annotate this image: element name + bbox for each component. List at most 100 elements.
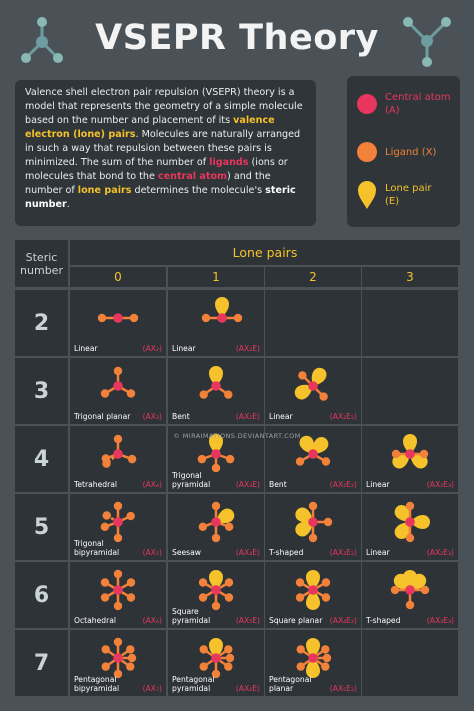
ligand-swatch xyxy=(357,142,377,162)
legend-item-lone-pair: Lone pair (E) xyxy=(357,180,440,210)
legend-panel: Central atom (A) Ligand (X) Lone pair (E… xyxy=(347,76,460,227)
steric-number-row-label: 2 xyxy=(15,290,68,356)
ligand-mark xyxy=(100,578,110,587)
ligand-mark xyxy=(390,585,400,595)
ligand-mark xyxy=(199,662,208,671)
geometry-cell-bent-1lp: Bent (AX₂E) xyxy=(168,358,264,424)
geometry-formula: (AX₃E₃) xyxy=(426,616,454,625)
central-atom-mark xyxy=(405,585,415,595)
geometry-name: Pentagonal planar xyxy=(269,675,312,693)
geometry-cell-bent-2lp: Bent (AX₂E₂) xyxy=(265,426,361,492)
lone-pair-mark xyxy=(215,297,229,317)
central-atom-mark xyxy=(113,313,123,323)
ligand-mark xyxy=(126,645,135,654)
geometry-formula: (AX₆E) xyxy=(235,684,260,693)
watermark: © MIRAIMATIONS.DEVIANTART.COM xyxy=(173,432,301,440)
geometry-name: Linear xyxy=(269,412,293,421)
geometry-name: Bent xyxy=(269,480,287,489)
geometry-formula: (AX₂E₃) xyxy=(426,548,454,557)
ligand-mark xyxy=(321,593,331,602)
trigonal-bipyramidal-icon xyxy=(100,501,135,543)
ligand-mark xyxy=(211,463,221,473)
trigonal-pyramidal-icon xyxy=(197,434,235,473)
intro-text-5: determines the molecule's xyxy=(131,185,266,196)
intro-highlight-ligands: ligands xyxy=(209,157,249,168)
ligand-mark xyxy=(391,449,401,459)
ligand-mark xyxy=(308,533,318,543)
lone-pair-mark xyxy=(306,658,320,678)
ligand-mark xyxy=(224,522,234,531)
square-planar-icon xyxy=(295,570,331,610)
geometry-cell-trigonal-bipyramidal: Trigonal bipyramidal (AX₅) xyxy=(70,494,166,560)
geometry-name: Square pyramidal xyxy=(172,607,211,625)
geometry-formula: (AX₃E₂) xyxy=(329,548,357,557)
ligand-mark xyxy=(113,434,123,444)
geometry-name: Trigonal bipyramidal xyxy=(74,539,120,557)
ligand-mark xyxy=(126,593,136,602)
geometry-name: T-shaped xyxy=(366,616,401,625)
central-atom-mark xyxy=(113,517,123,527)
geometry-formula: (AX₂) xyxy=(142,344,162,353)
ligand-mark xyxy=(113,501,123,511)
bent-1lp-icon xyxy=(199,366,233,399)
central-atom-swatch xyxy=(357,94,377,114)
ligand-mark xyxy=(100,389,110,398)
ligand-mark xyxy=(295,578,305,587)
central-atom-mark xyxy=(211,585,221,595)
lone-pair-mark xyxy=(394,505,411,522)
steric-number-row-label: 7 xyxy=(15,630,68,696)
molecule-icon-right xyxy=(403,17,451,67)
geometry-cell-linear-1lp: Linear (AX₂E) xyxy=(168,290,264,356)
geometry-formula: (AX₃E) xyxy=(235,480,260,489)
geometry-cell-seesaw: Seesaw (AX₄E) xyxy=(168,494,264,560)
ligand-mark xyxy=(225,454,235,464)
ligand-mark xyxy=(113,601,123,611)
intro-highlight-lone-pairs: valence electron (lone) pairs xyxy=(25,115,275,140)
geometry-cell-t-shaped-6: T-shaped (AX₃E₃) xyxy=(362,562,458,628)
central-atom-mark xyxy=(113,449,123,459)
ligand-mark xyxy=(113,569,123,579)
legend-label-lone-pair: Lone pair (E) xyxy=(385,183,432,207)
ligand-mark xyxy=(126,578,136,587)
central-atom-mark xyxy=(113,381,123,391)
geometry-formula: (AX₃) xyxy=(142,412,162,421)
geometry-cell-tetrahedral: Tetrahedral (AX₄) xyxy=(70,426,166,492)
geometry-name: Linear xyxy=(366,480,390,489)
ligand-mark xyxy=(126,662,135,671)
ligand-mark xyxy=(102,511,111,520)
central-atom-mark xyxy=(211,449,221,459)
legend-item-central-atom: Central atom (A) xyxy=(357,91,455,117)
steric-number-row-label: 5 xyxy=(15,494,68,560)
intro-highlight-lone-pairs-2: lone pairs xyxy=(77,185,132,196)
intro-highlight-steric-number: steric number xyxy=(25,185,296,210)
geometry-cell-linear: Linear (AX₂) xyxy=(70,290,166,356)
geometry-formula: (AX₄E) xyxy=(235,548,260,557)
central-atom-mark xyxy=(113,585,123,595)
lone-pair-mark xyxy=(393,573,410,590)
legend-label-ligand: Ligand (X) xyxy=(385,146,437,158)
ligand-mark xyxy=(211,533,221,543)
intro-text-1: Valence shell electron pair repulsion (V… xyxy=(25,87,303,126)
lone-pairs-col-label: 0 xyxy=(114,270,122,284)
ligand-mark xyxy=(296,645,305,654)
steric-number-header: Steric number xyxy=(15,240,68,287)
ligand-mark xyxy=(224,593,234,602)
lone-pair-swatch xyxy=(358,181,376,209)
geometry-cell-square-planar: Square planar (AX₄E₂) xyxy=(265,562,361,628)
geometry-formula: (AX₅E) xyxy=(235,616,260,625)
geometry-cell-t-shaped: T-shaped (AX₃E₂) xyxy=(265,494,361,560)
ligand-mark xyxy=(322,653,332,663)
lone-pairs-col-3: 3 xyxy=(362,267,458,287)
ligand-mark xyxy=(199,390,208,399)
geometry-name: Bent xyxy=(172,412,190,421)
steric-number-row-label: 4 xyxy=(15,426,68,492)
lone-pair-mark xyxy=(295,521,313,537)
square-pyramidal-icon xyxy=(198,570,234,611)
ligand-mark xyxy=(101,662,110,671)
central-atom-mark xyxy=(405,517,415,527)
ligand-mark xyxy=(101,454,110,463)
geometry-cell-pentagonal-bipyramidal: Pentagonal bipyramidal (AX₇) xyxy=(70,630,166,696)
ligand-mark xyxy=(298,371,307,380)
ligand-mark xyxy=(419,449,429,459)
ligand-mark xyxy=(224,390,233,399)
